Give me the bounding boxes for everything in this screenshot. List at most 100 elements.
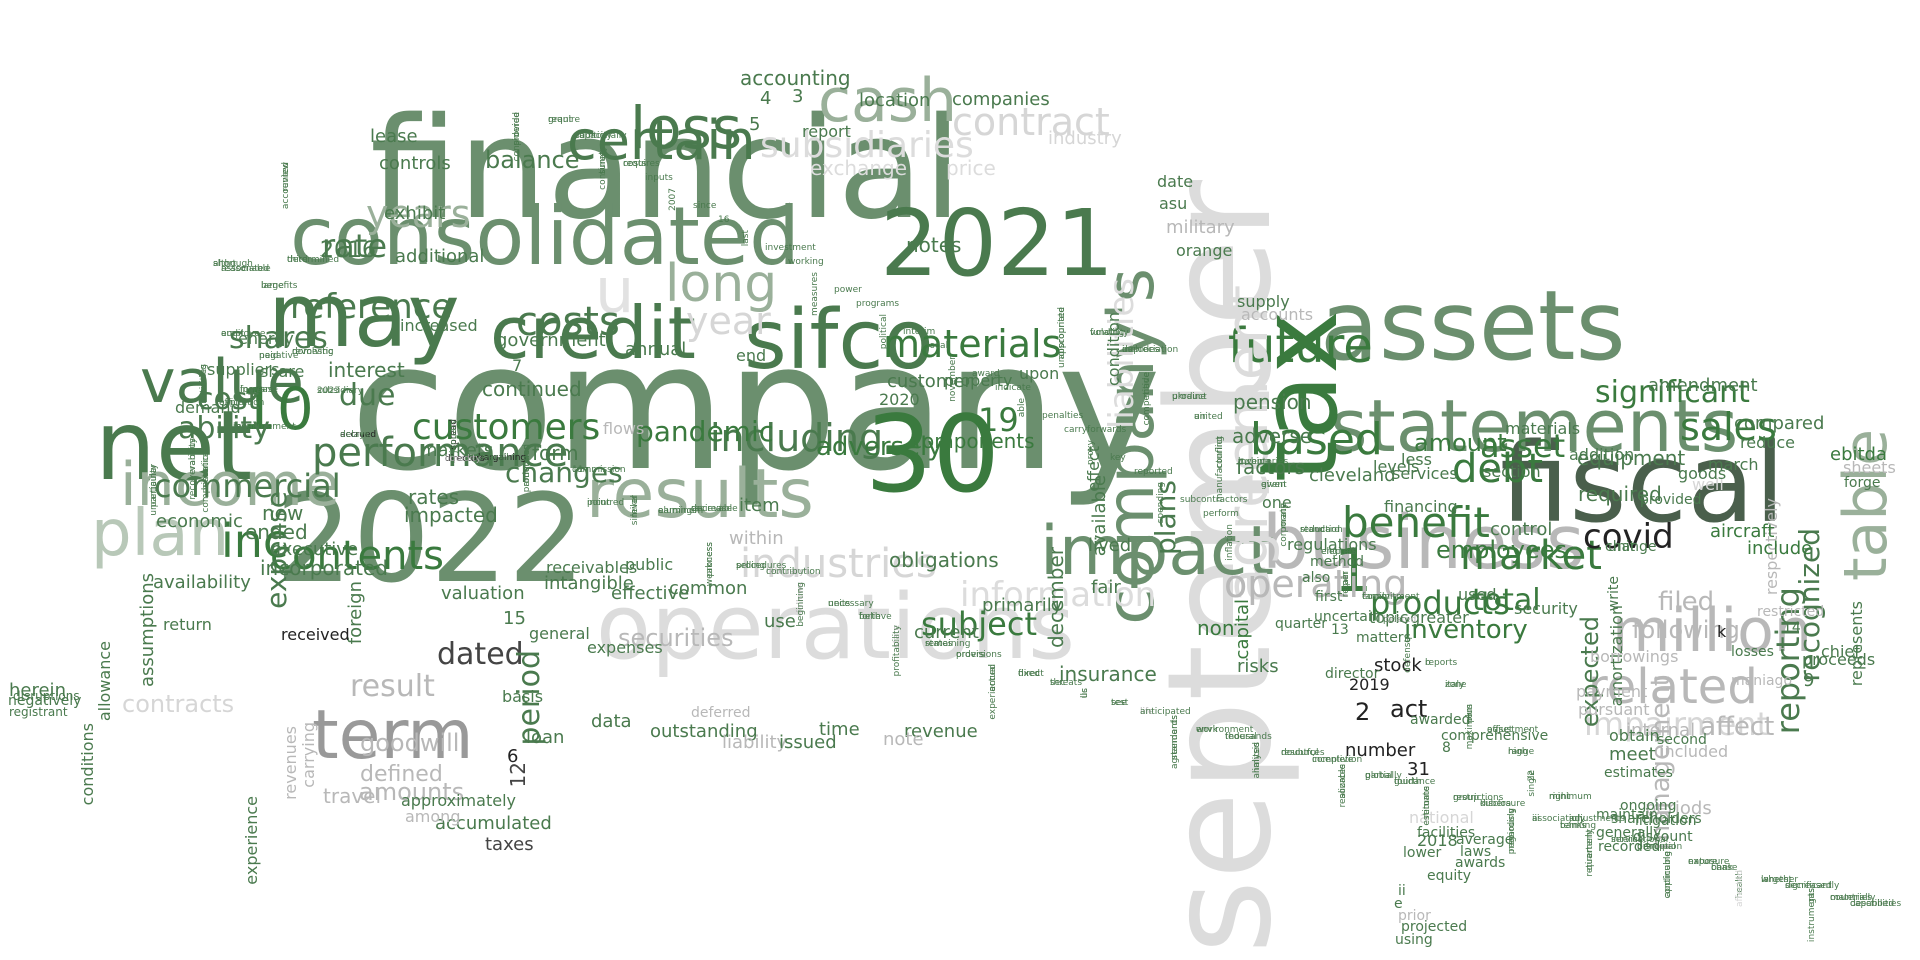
word-banking: banking [1560, 821, 1597, 831]
word-requires: requires [623, 159, 660, 169]
word-negative: negative [259, 351, 299, 361]
word-incurred: incurred [587, 498, 625, 508]
word-changes: changes [505, 456, 623, 489]
word-local: local [927, 341, 948, 351]
word-sifco: sifco [744, 293, 934, 388]
word-6: 6 [507, 746, 519, 767]
word-materially: materially [1830, 893, 1876, 903]
word-litigation: litigation [1635, 813, 1697, 829]
word-9: 9 [1803, 670, 1815, 691]
word-among: among [405, 807, 461, 826]
word-forth: forth [859, 612, 881, 622]
word-executive: executive [271, 539, 359, 560]
word-adjustment: adjustment [1487, 725, 1539, 735]
word-orders: orders [956, 650, 985, 660]
word-right: right [1549, 792, 1571, 802]
word-less: less [1401, 450, 1432, 469]
word-reported: reported [1134, 467, 1173, 477]
word-historical: historical [201, 449, 211, 491]
word-additionally: additionally [574, 131, 627, 141]
word-adverse: adverse [1232, 424, 1313, 448]
word-q: q [1403, 637, 1413, 643]
word-intangible: intangible [544, 573, 634, 594]
word-point: point [587, 498, 610, 508]
word-security: security [1514, 599, 1578, 618]
word-revenues: revenues [281, 726, 300, 800]
word-delays: delays [340, 430, 370, 440]
word-change: change [1605, 539, 1657, 555]
word-life: life [1140, 707, 1154, 717]
word-4: 4 [760, 88, 772, 109]
word-estimates: estimates [1604, 765, 1673, 781]
word-item: item [739, 495, 780, 516]
word-sales: sales [1680, 405, 1777, 449]
word-director: director [1325, 666, 1380, 682]
word-2021: 2021 [880, 190, 1115, 297]
word-working: working [788, 257, 824, 267]
word-use: use [764, 611, 796, 632]
word-january: january [449, 419, 459, 453]
word-cash: cash [818, 66, 958, 136]
word-31: 31 [1407, 759, 1430, 780]
word-payment: payment [1576, 682, 1648, 701]
word-agreements: agreements [1170, 715, 1180, 770]
word-domestic: domestic [292, 347, 334, 357]
word-2022: 2022 [275, 468, 586, 610]
word-average: average [1456, 832, 1514, 848]
word-appropriate: appropriate [1057, 307, 1067, 360]
word-method: method [1310, 554, 1365, 570]
word-awarded: awarded [1410, 712, 1471, 728]
word-periods: periods [1645, 798, 1712, 819]
word-partially: partially [1365, 771, 1402, 781]
word-credit: credit [490, 291, 696, 375]
word-include: include [1747, 538, 1813, 559]
word-goods: goods [1678, 464, 1727, 483]
word-7: 7 [512, 356, 523, 375]
word-19: 19 [978, 401, 1019, 439]
word-form: form [532, 441, 579, 465]
word-continuing: continuing [1663, 851, 1673, 899]
word-rate: rate [322, 227, 387, 265]
word-defined: defined [360, 762, 443, 787]
word-performance: performance [312, 430, 569, 476]
word-funding: funding [1090, 328, 1125, 338]
word-beginning: beginning [796, 582, 806, 627]
word-price: price [946, 156, 996, 180]
word-resources: resources [1281, 748, 1325, 758]
word-received: received [281, 625, 350, 644]
word-condition: condition [1104, 312, 1123, 386]
word-long: long [665, 254, 778, 314]
word-registrant: registrant [9, 705, 68, 719]
word-includes: includes [1122, 345, 1160, 355]
word-ukraine: ukraine [1172, 392, 1206, 402]
word-may: may [268, 264, 460, 367]
word-exposure: exposure [1688, 857, 1730, 867]
word-consolidated: consolidated [290, 190, 800, 283]
word-note: note [883, 729, 924, 750]
word-programs: programs [856, 299, 900, 309]
word-using: using [1395, 932, 1433, 948]
word-maintain: maintain [1596, 807, 1658, 823]
word-provided: provided [1640, 492, 1702, 508]
word-surety: surety [598, 146, 608, 175]
word-carryforwards: carryforwards [1064, 425, 1127, 435]
word-capabilities: capabilities [1850, 899, 1902, 909]
word-impairment: impairment [1584, 705, 1770, 743]
word-ebitda: ebitda [1830, 444, 1888, 465]
word-valuation: valuation [441, 583, 525, 604]
word-following: following [1632, 616, 1740, 644]
word-markets: markets [420, 440, 494, 461]
word-profitability: profitability [892, 625, 902, 677]
word-commitment: commitment [1362, 592, 1420, 602]
word-projected: projected [1401, 919, 1468, 935]
word-new: new [262, 501, 304, 525]
word-sec: sec [1050, 678, 1066, 688]
word-quarter: quarter [1275, 616, 1327, 632]
word-equity: equity [1427, 868, 1472, 884]
word-volatility: volatility [1090, 328, 1129, 338]
word-property: property [944, 371, 1013, 390]
word-key: key [1110, 453, 1126, 463]
word-accounts: accounts [1241, 305, 1314, 324]
word-u: u [595, 254, 635, 327]
word-test: test [1111, 698, 1129, 708]
